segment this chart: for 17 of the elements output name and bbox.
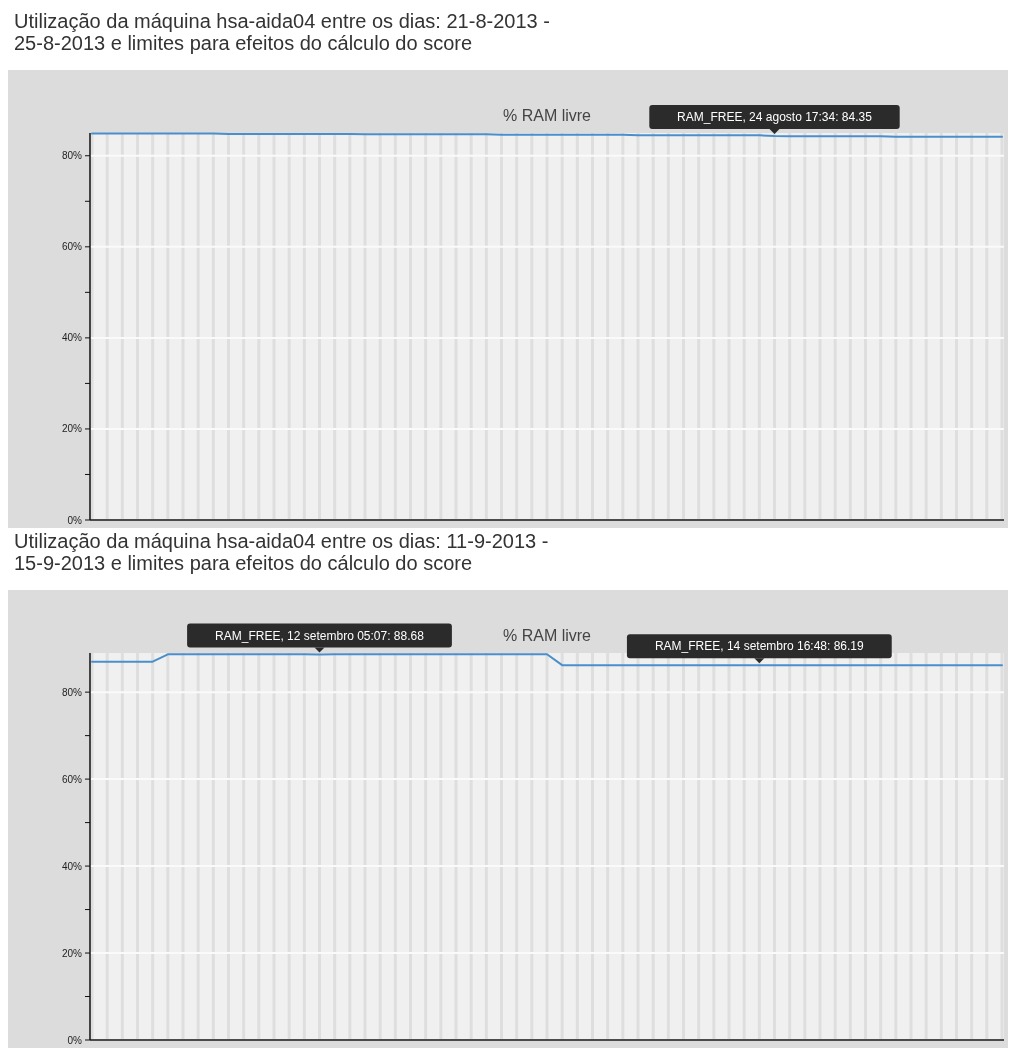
y-tick-label: 40%: [61, 332, 83, 344]
chart-title: Utilização da máquina hsa-aida04 entre os dias: 11-9-2013 - 15-9-2013 e limites para efeitos do cálculo do score: [14, 530, 549, 574]
annotation: RAM_FREE, 14 setembro 16:48: 86.19: [654, 639, 865, 654]
y-tick-label: 0%: [67, 514, 83, 526]
y-tick-label: 20%: [61, 423, 83, 435]
y-tick-label: 80%: [61, 686, 83, 698]
y-tick-label: 80%: [61, 150, 83, 162]
y-tick-label: 60%: [61, 773, 83, 785]
y-tick-label: 20%: [61, 947, 83, 959]
annotation: RAM_FREE, 24 agosto 17:34: 84.35: [677, 110, 873, 125]
chart-subtitle: % RAM livre: [502, 627, 592, 644]
chart-title: Utilização da máquina hsa-aida04 entre os dias: 21-8-2013 - 25-8-2013 e limites para efeitos do cálculo do score: [14, 10, 550, 54]
y-tick-label: 0%: [67, 1034, 83, 1046]
annotation: RAM_FREE, 12 setembro 05:07: 88.68: [215, 628, 425, 643]
y-tick-label: 60%: [61, 241, 83, 253]
chart-subtitle: % RAM livre: [502, 107, 592, 124]
y-tick-label: 40%: [61, 860, 83, 872]
